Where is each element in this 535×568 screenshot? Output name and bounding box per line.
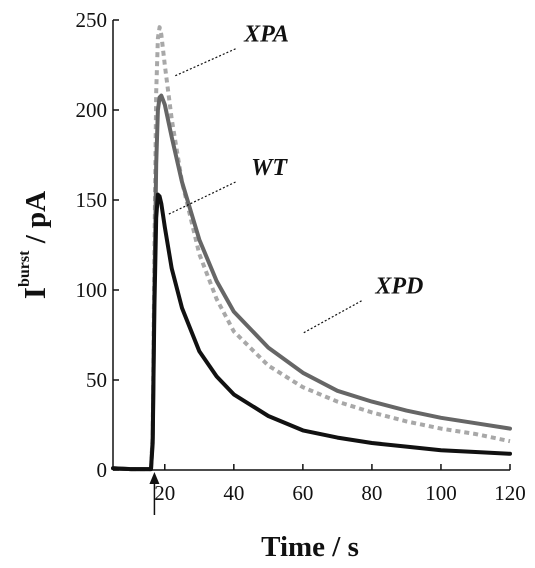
y-axis-title: Iburst / pA bbox=[16, 191, 52, 299]
y-axis-title-main: I bbox=[17, 287, 52, 299]
x-tick-label: 60 bbox=[292, 481, 313, 505]
series-line-wt bbox=[111, 192, 512, 472]
x-ticks-group: 20 40 60 80 100 120 bbox=[154, 464, 526, 505]
y-ticks-group: 0 50 100 150 200 250 bbox=[76, 8, 119, 482]
y-tick-label: 50 bbox=[86, 368, 107, 392]
y-axis-title-superscript: burst bbox=[16, 250, 33, 287]
x-tick-label: 80 bbox=[361, 481, 382, 505]
svg-text:Iburst / pA: Iburst / pA bbox=[16, 191, 52, 299]
y-tick-label: 150 bbox=[76, 188, 108, 212]
y-tick-label: 100 bbox=[76, 278, 108, 302]
series-line-xpa bbox=[112, 25, 511, 472]
annotation-leader-wt bbox=[167, 181, 236, 215]
x-axis-title: Time / s bbox=[261, 531, 359, 563]
x-tick-label: 40 bbox=[223, 481, 244, 505]
y-tick-label: 200 bbox=[76, 98, 108, 122]
y-axis-title-unit: / pA bbox=[20, 191, 52, 251]
annotation-leader-xpd bbox=[302, 300, 362, 334]
annotation-xpa: XPA bbox=[243, 22, 289, 48]
annotations-group: XPA WT XPD bbox=[167, 22, 423, 334]
series-group bbox=[111, 25, 512, 472]
annotation-wt: WT bbox=[251, 155, 288, 181]
annotation-xpd: XPD bbox=[374, 274, 423, 300]
arrow-up-icon bbox=[149, 472, 160, 484]
x-tick-label: 20 bbox=[154, 481, 175, 505]
annotation-leader-xpa bbox=[174, 48, 236, 77]
x-tick-label: 100 bbox=[425, 481, 457, 505]
x-tick-label: 120 bbox=[494, 481, 526, 505]
y-tick-label: 250 bbox=[76, 8, 108, 32]
y-tick-label: 0 bbox=[97, 458, 108, 482]
series-line-unlabeled-1 bbox=[111, 93, 512, 472]
stimulus-arrow bbox=[149, 472, 160, 515]
